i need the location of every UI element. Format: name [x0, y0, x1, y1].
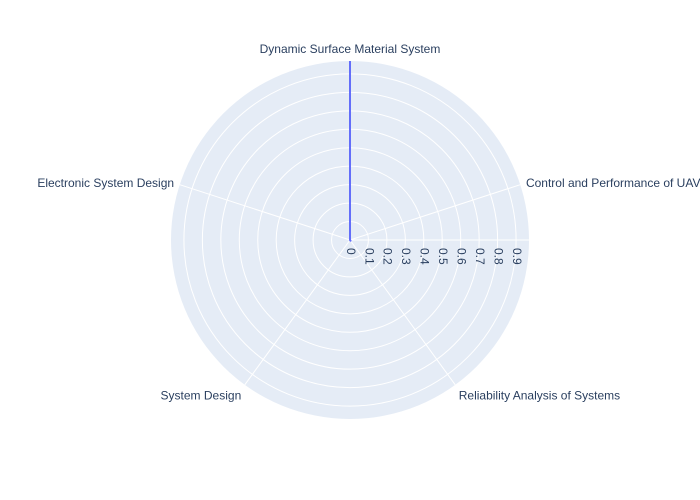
radial-tick-label: 0.9 [510, 248, 524, 265]
category-label: Dynamic Surface Material System [260, 42, 441, 56]
radial-tick-label: 0.4 [418, 248, 432, 265]
category-label: System Design [161, 389, 242, 403]
category-labels: Dynamic Surface Material System Control a… [37, 42, 700, 403]
radial-tick-label: 0.2 [381, 248, 395, 265]
spoke-line [244, 239, 351, 386]
series-line [349, 61, 352, 242]
category-label: Reliability Analysis of Systems [459, 389, 620, 403]
spoke-line [349, 184, 521, 241]
category-label: Control and Performance of UAVs [526, 176, 700, 190]
radial-tick-label: 0.5 [436, 248, 450, 265]
radial-tick-label: 0.8 [491, 248, 505, 265]
radial-tick-label: 0.6 [455, 248, 469, 265]
spoke-line [349, 239, 456, 386]
radial-tick-label: 0.7 [473, 248, 487, 265]
radial-axis-ticks: 0 0.1 0.2 0.3 0.4 0.5 0.6 0.7 0.8 0.9 [344, 248, 524, 265]
series-layer [349, 61, 352, 242]
category-label: Electronic System Design [37, 176, 174, 190]
radial-tick-label: 0.1 [362, 248, 376, 265]
spoke-line [179, 184, 351, 241]
radial-tick-label: 0 [344, 248, 358, 255]
radial-tick-label: 0.3 [399, 248, 413, 265]
